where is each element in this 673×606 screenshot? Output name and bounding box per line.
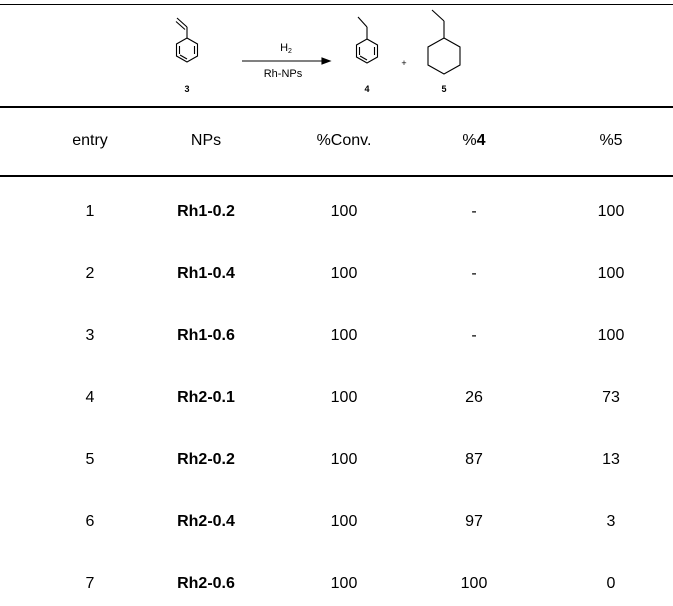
- nps-cell: Rh1-0.6: [177, 327, 235, 344]
- conversion-cell: 100: [330, 575, 358, 592]
- ethylbenzene-structure: [355, 16, 379, 64]
- entry-cell: 1: [85, 203, 95, 220]
- percent-4-cell: 26: [465, 389, 483, 406]
- conversion-cell: 100: [330, 451, 358, 468]
- entry-cell: 5: [85, 451, 95, 468]
- percent-5-cell: 100: [597, 265, 625, 282]
- percent-5-cell: 3: [606, 513, 616, 530]
- percent-4-cell: -: [471, 327, 477, 344]
- scheme-divider: [0, 106, 673, 108]
- nps-cell: Rh2-0.6: [177, 575, 235, 592]
- percent-4-cell: 87: [465, 451, 483, 468]
- conversion-cell: 100: [330, 265, 358, 282]
- percent-4-cell: 100: [460, 575, 488, 592]
- entry-cell: 4: [85, 389, 95, 406]
- percent-5-cell: 0: [606, 575, 616, 592]
- nps-cell: Rh1-0.2: [177, 203, 235, 220]
- entry-cell: 2: [85, 265, 95, 282]
- reaction-arrow: [242, 57, 332, 65]
- percent-5-cell: 100: [597, 327, 625, 344]
- styrene-structure: [175, 17, 199, 63]
- nps-cell: Rh2-0.4: [177, 513, 235, 530]
- nps-cell: Rh2-0.1: [177, 389, 235, 406]
- product-4-label: 4: [364, 84, 369, 94]
- plus-sign: +: [401, 58, 406, 68]
- nps-cell: Rh1-0.4: [177, 265, 235, 282]
- percent-4-cell: 97: [465, 513, 483, 530]
- reaction-scheme: 3 H2 Rh-NPs 4 + 5: [175, 9, 461, 94]
- nps-cell: Rh2-0.2: [177, 451, 235, 468]
- header-percent-4: %4: [462, 132, 486, 149]
- entry-cell: 3: [85, 327, 95, 344]
- entry-cell: 7: [85, 575, 95, 592]
- product-5-label: 5: [441, 84, 446, 94]
- reagent-h2: H2: [280, 42, 292, 55]
- conversion-cell: 100: [330, 327, 358, 344]
- conversion-cell: 100: [330, 389, 358, 406]
- header-nps: NPs: [190, 132, 222, 149]
- header-percent-5: %5: [599, 132, 623, 149]
- header-conversion: %Conv.: [316, 132, 372, 149]
- conversion-cell: 100: [330, 513, 358, 530]
- entry-cell: 6: [85, 513, 95, 530]
- ethylcyclohexane-structure: [427, 9, 461, 75]
- percent-4-cell: -: [471, 203, 477, 220]
- reagent-catalyst: Rh-NPs: [264, 68, 303, 80]
- conversion-cell: 100: [330, 203, 358, 220]
- top-rule: [0, 4, 673, 5]
- percent-5-cell: 73: [602, 389, 620, 406]
- header-entry: entry: [72, 132, 108, 149]
- percent-4-cell: -: [471, 265, 477, 282]
- percent-5-cell: 100: [597, 203, 625, 220]
- percent-5-cell: 13: [602, 451, 620, 468]
- reactant-label: 3: [184, 84, 189, 94]
- header-divider: [0, 175, 673, 177]
